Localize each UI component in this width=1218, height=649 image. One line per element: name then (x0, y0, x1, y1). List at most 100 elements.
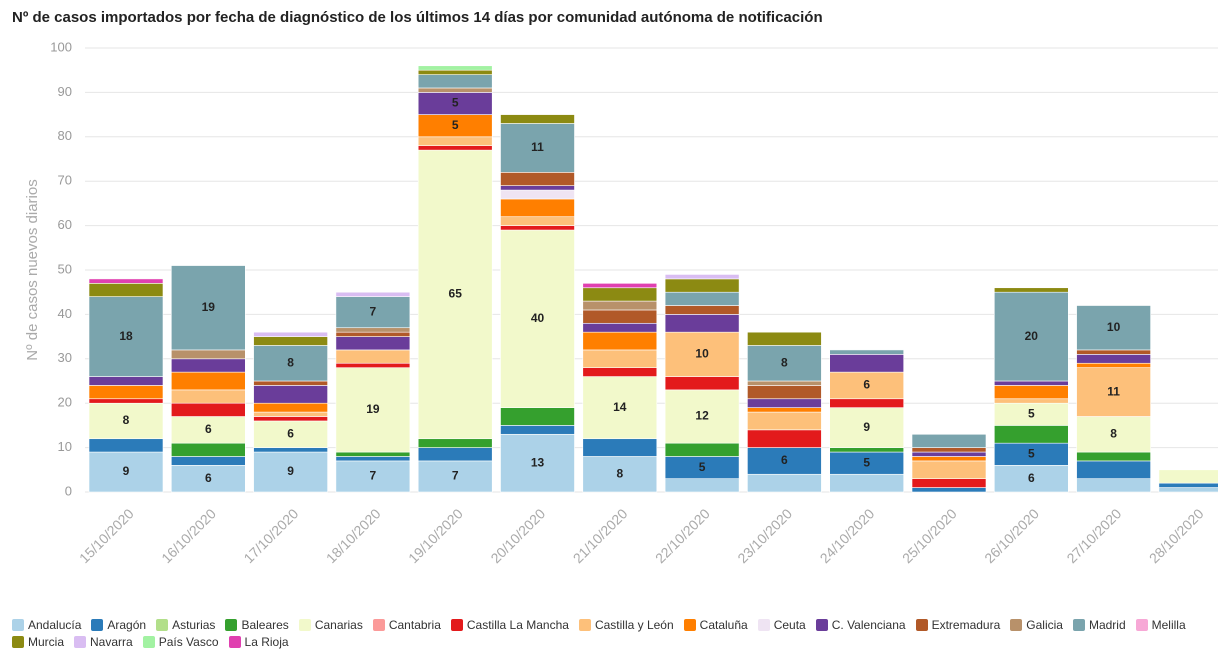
bar-segment (664, 442, 740, 457)
data-label: 8 (123, 413, 130, 427)
bar-segment (993, 425, 1069, 444)
legend-item[interactable]: Asturias (156, 617, 215, 632)
bar-segment (500, 185, 575, 191)
bar-segment (335, 456, 411, 462)
legend-item[interactable]: Murcia (12, 634, 64, 649)
legend-item[interactable]: Castilla La Mancha (450, 617, 569, 632)
bar-segment (417, 460, 493, 493)
bar-segment (829, 407, 905, 448)
bar-segment (253, 402, 328, 413)
bar-segment (88, 398, 164, 404)
legend-label: Navarra (90, 634, 133, 649)
bar-segment (253, 336, 328, 346)
data-label: 12 (695, 409, 709, 423)
legend-item[interactable]: Cantabria (372, 617, 441, 632)
legend-swatch (156, 618, 169, 631)
legend-label: Castilla y León (594, 617, 674, 632)
bar-segment (582, 367, 658, 377)
bar-segment (1076, 305, 1151, 351)
bar-segment (911, 447, 987, 453)
bar-segment (253, 411, 328, 417)
bar-segment (253, 420, 328, 448)
legend-item[interactable]: Andalucía (12, 617, 81, 632)
x-tick-label: 19/10/2020 (405, 505, 466, 566)
legend-swatch (1010, 618, 1023, 631)
bar-segment (582, 376, 658, 440)
bar-segment (500, 407, 575, 426)
legend-label: Melilla (1151, 617, 1186, 632)
bar-segment (664, 291, 740, 306)
legend-swatch (225, 618, 238, 631)
bar-segment (664, 314, 740, 333)
legend-label: Madrid (1088, 617, 1126, 632)
data-label: 6 (863, 378, 870, 392)
bar-segment (829, 354, 905, 373)
bar-segment (829, 473, 905, 493)
legend-swatch (915, 618, 928, 631)
legend-swatch (683, 618, 696, 631)
bar-segment (1076, 451, 1151, 462)
data-label: 65 (449, 287, 463, 301)
legend-item[interactable]: Madrid (1072, 617, 1126, 632)
bar-segment (582, 349, 658, 368)
bar-segment (993, 465, 1069, 493)
legend-item[interactable]: Baleares (225, 617, 289, 632)
data-label: 8 (781, 355, 788, 369)
bar-segment (335, 451, 411, 457)
bar-segment (88, 385, 164, 400)
bar-segment (1158, 482, 1218, 488)
legend-swatch (142, 635, 155, 648)
bar-segment (171, 456, 246, 466)
legend-item[interactable]: Canarias (298, 617, 363, 632)
legend-label: Extremadura (931, 617, 1001, 632)
legend-item[interactable]: Cataluña (683, 617, 748, 632)
bar-segment (1076, 478, 1151, 493)
bar-segment (829, 371, 905, 400)
bar-segment (500, 198, 575, 218)
x-tick-label: 25/10/2020 (899, 505, 960, 566)
bar-segment (911, 451, 987, 457)
legend-label: Andalucía (28, 617, 82, 632)
legend-swatch (1072, 618, 1085, 631)
legend-item[interactable]: Extremadura (915, 617, 1001, 632)
legend-item[interactable]: País Vasco (142, 634, 219, 649)
data-label: 11 (531, 140, 544, 154)
legend-item[interactable]: Galicia (1010, 617, 1063, 632)
bar-segment (500, 433, 575, 493)
data-label: 5 (452, 96, 459, 110)
data-label: 7 (452, 469, 459, 483)
legend-swatch (815, 618, 828, 631)
bar-segment (747, 331, 822, 346)
bar-segment (500, 189, 575, 200)
data-label: 10 (1107, 320, 1121, 334)
y-tick-label: 20 (58, 395, 72, 410)
data-label: 19 (202, 300, 216, 314)
chart: Nº de casos importados por fecha de diag… (12, 9, 1218, 566)
y-tick-label: 0 (65, 483, 72, 498)
bar-segment (747, 385, 822, 400)
data-label: 8 (287, 355, 294, 369)
bar-segment (582, 322, 658, 333)
bar-segment (829, 447, 905, 453)
legend-item[interactable]: Castilla y León (578, 617, 674, 632)
legend-item[interactable]: Navarra (74, 634, 133, 649)
legend-item[interactable]: C. Valenciana (815, 617, 906, 632)
bar-segment (171, 265, 246, 351)
legend-swatch (372, 618, 385, 631)
bar-segment (582, 456, 658, 493)
bar-segment (335, 291, 411, 297)
legend-item[interactable]: La Rioja (228, 634, 289, 649)
bar-segment (171, 358, 246, 373)
bar-segment (335, 296, 411, 329)
data-label: 5 (699, 460, 706, 474)
y-tick-label: 10 (58, 439, 72, 454)
bar-segment (417, 65, 493, 71)
data-label: 9 (863, 420, 870, 434)
x-tick-label: 27/10/2020 (1063, 505, 1124, 566)
legend-item[interactable]: Aragón (91, 617, 146, 632)
x-tick-label: 16/10/2020 (158, 505, 219, 566)
legend-item[interactable]: Ceuta (757, 617, 806, 632)
legend-swatch (12, 635, 24, 648)
legend-item[interactable]: Melilla (1135, 617, 1186, 632)
legend-label: Cataluña (699, 617, 748, 632)
